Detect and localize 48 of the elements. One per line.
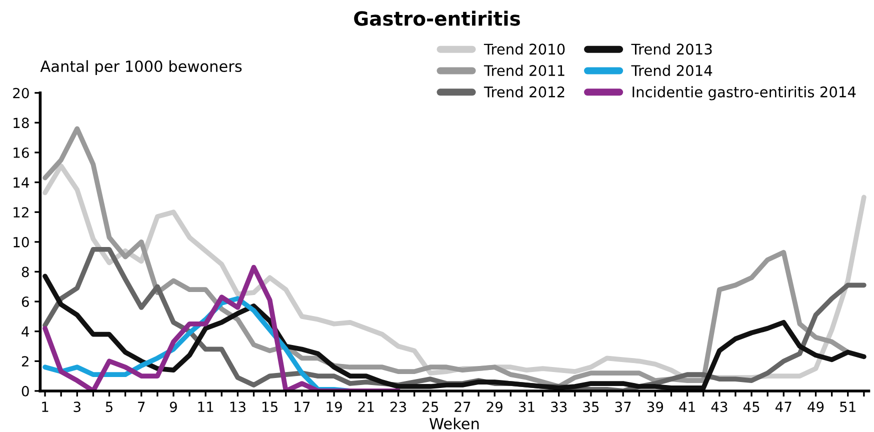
x-tick-label: 35	[583, 402, 599, 412]
legend-label: Trend 2011	[484, 64, 564, 76]
legend-label: Trend 2012	[484, 86, 564, 98]
x-tick-label: 47	[775, 402, 792, 412]
y-axis-title: Aantal per 1000 bewoners	[40, 60, 242, 75]
y-tick-label: 4	[22, 326, 30, 337]
x-tick-label: 21	[358, 402, 374, 412]
x-tick-label: 45	[743, 402, 760, 412]
x-tick-label: 25	[422, 402, 438, 412]
x-tick-label: 43	[711, 402, 728, 412]
line-series	[42, 274, 866, 390]
x-tick-label: 27	[454, 402, 470, 412]
x-tick-label: 51	[840, 402, 856, 412]
legend-label: Incidentie gastro-entiritis 2014	[632, 86, 856, 100]
x-tick-label: 13	[230, 402, 246, 412]
x-tick-label: 23	[390, 402, 406, 412]
legend-label: Trend 2014	[631, 64, 712, 76]
chart-title: Gastro-entiritis	[354, 10, 520, 26]
x-tick-label: 1	[42, 402, 48, 412]
x-tick-label: 3	[74, 402, 80, 412]
x-tick-label: 5	[106, 402, 112, 412]
y-tick-label: 20	[13, 88, 29, 98]
x-tick-label: 37	[615, 402, 631, 412]
line-series	[42, 264, 401, 391]
y-tick-label: 0	[22, 386, 29, 396]
x-tick-label: 11	[198, 402, 214, 412]
y-tick-label: 10	[14, 236, 29, 248]
x-tick-label: 19	[326, 402, 342, 412]
y-tick-label: 8	[22, 266, 29, 278]
legend-label: Trend 2010	[484, 43, 565, 55]
y-tick-label: 16	[14, 147, 29, 158]
x-tick-label: 39	[647, 402, 664, 412]
x-tick-label: 29	[486, 402, 502, 412]
x-tick-label: 15	[262, 402, 278, 412]
x-tick-label: 49	[808, 402, 824, 412]
y-tick-label: 6	[22, 296, 29, 308]
y-tick-label: 12	[14, 207, 28, 218]
y-tick-label: 2	[22, 356, 28, 366]
x-tick-label: 17	[294, 402, 310, 412]
x-tick-label: 41	[679, 402, 695, 412]
x-tick-label: 33	[551, 402, 567, 412]
legend-label: Trend 2013	[631, 43, 712, 55]
x-tick-label: 7	[138, 402, 145, 412]
x-tick-label: 9	[170, 402, 177, 412]
x-tick-label: 31	[518, 402, 534, 412]
y-tick-label: 14	[14, 177, 30, 188]
x-axis-title: Weken	[429, 418, 479, 430]
y-tick-label: 18	[14, 118, 29, 128]
